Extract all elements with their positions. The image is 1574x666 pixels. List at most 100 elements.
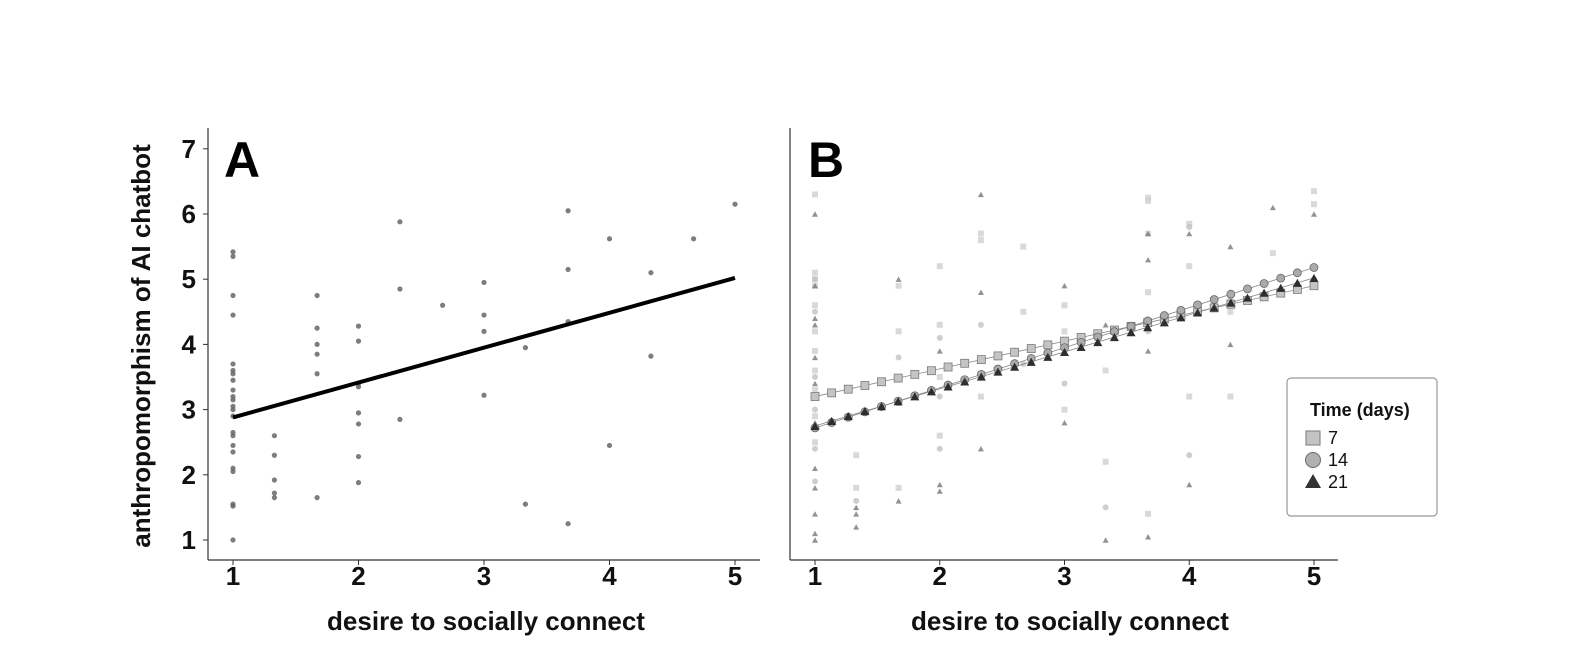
- panel-b-raw-point-circle: [1102, 504, 1109, 511]
- panel-b-trend-marker-circle: [1292, 268, 1302, 278]
- panel-b-trend-marker-square: [976, 355, 986, 365]
- panel-b-trend-marker-square: [860, 381, 870, 390]
- panel-b-raw-point-triangle: [853, 524, 860, 530]
- panel-b-raw-point-square: [936, 321, 943, 328]
- panel-b-raw-point-square: [812, 328, 818, 335]
- panel-b-raw-point-triangle: [853, 511, 860, 517]
- panel-a-data-point: [230, 403, 236, 409]
- panel-a-data-point: [230, 361, 236, 367]
- panel-b-x-tick-label: 3: [1057, 561, 1071, 591]
- panel-a-y-tick-label: 3: [182, 395, 196, 425]
- panel-b-trend-marker-circle: [1276, 273, 1286, 283]
- panel-a-data-point: [271, 490, 278, 496]
- panel-a-data-point: [355, 410, 362, 416]
- panel-b-trend-marker-triangle: [1076, 342, 1086, 352]
- panel-b-trend-marker-triangle: [1109, 333, 1119, 342]
- panel-a-y-ticks: 1 2 3 4 5 6 7: [182, 134, 208, 555]
- panel-b-trend-marker-triangle: [893, 397, 903, 406]
- panel-b-trend-marker-triangle: [926, 387, 936, 396]
- panel-b-x-tick-label: 4: [1182, 561, 1197, 591]
- panel-a-data-point: [314, 371, 320, 377]
- panel-a-y-tick-label: 6: [182, 199, 196, 229]
- panel-a-x-tick-label: 2: [351, 561, 365, 591]
- panel-a-y-axis-title: anthropomorphism of AI chatbot: [126, 144, 156, 548]
- panel-b-trend-marker-triangle: [1060, 347, 1069, 356]
- panel-b-trend-marker-triangle: [1209, 303, 1219, 312]
- panel-b-raw-point-square: [812, 269, 818, 276]
- panel-b-trend-marker-circle: [1309, 263, 1319, 272]
- panel-a-data-point: [397, 416, 403, 422]
- panel-b-trend-marker-triangle: [1226, 298, 1236, 307]
- panel-b-trend-marker-square: [1026, 344, 1036, 353]
- panel-b-trend-marker-triangle: [843, 411, 853, 421]
- panel-b-trend-lines: [810, 263, 1319, 433]
- panel-a-data-point: [230, 387, 236, 393]
- panel-a-x-tick-label: 1: [226, 561, 240, 591]
- panel-b-raw-point-square: [1145, 194, 1152, 201]
- panel-b-trend-marker-square: [893, 373, 903, 383]
- panel-a-data-point: [230, 253, 236, 259]
- panel-b-raw-point-triangle: [812, 485, 818, 491]
- panel-b-raw-point-triangle: [1186, 230, 1193, 237]
- panel-b-raw-point-triangle: [812, 322, 818, 328]
- panel-a-data-point: [314, 325, 320, 331]
- panel-b-trend-marker-square: [960, 358, 970, 368]
- panel-a-y-tick-label: 1: [182, 525, 196, 555]
- panel-b-raw-point-square: [1020, 308, 1027, 315]
- panel-b-trend-marker-triangle: [993, 367, 1003, 376]
- panel-b-trend-marker-circle: [1193, 300, 1202, 310]
- panel-b-raw-point-triangle: [1311, 211, 1317, 217]
- panel-b-raw-point-triangle: [812, 530, 818, 537]
- panel-a-data-point: [481, 279, 487, 286]
- panel-a-data-point: [732, 201, 738, 207]
- panel-b: 1 2 3 4 5 B desire to socially connect: [789, 128, 1338, 636]
- panel-b-raw-point-square: [812, 367, 818, 374]
- panel-b-trend-marker-circle: [1209, 295, 1219, 304]
- panel-b-raw-point-triangle: [895, 498, 902, 504]
- panel-b-raw-point-circle: [895, 354, 902, 361]
- panel-b-trend-marker-triangle: [1276, 283, 1286, 292]
- panel-b-trend-marker-triangle: [1292, 278, 1302, 287]
- panel-b-raw-point-square: [853, 452, 860, 459]
- panel-b-trend-marker-triangle: [1242, 293, 1252, 302]
- panel-b-raw-point-square: [853, 484, 860, 491]
- panel-b-trend-marker-triangle: [960, 377, 970, 386]
- panel-b-raw-point-square: [812, 387, 818, 394]
- panel-a-data-point: [230, 449, 236, 455]
- panel-a-fit-line-group: [232, 275, 736, 420]
- panel-b-raw-point-triangle: [936, 481, 943, 488]
- panel-b-raw-point-square: [1061, 302, 1068, 309]
- panel-b-x-tick-label: 5: [1307, 561, 1321, 591]
- panel-b-raw-point-square: [1186, 220, 1193, 227]
- panel-a-data-point: [355, 323, 362, 329]
- panel-a: 1 2 3 4 5 1 2 3 4 5 6 7 A desire to socially conne…: [126, 128, 760, 636]
- panel-a-data-point: [230, 377, 236, 383]
- panel-b-raw-point-circle: [936, 445, 943, 452]
- panel-b-trend-marker-triangle: [1159, 318, 1169, 327]
- panel-b-trend-marker-triangle: [976, 372, 986, 381]
- legend-label-21: 21: [1328, 472, 1348, 492]
- panel-b-raw-point-square: [1102, 458, 1109, 465]
- panel-b-raw-point-square: [1227, 308, 1234, 315]
- panel-b-raw-point-circle: [1186, 224, 1193, 231]
- panel-b-trend-marker-circle: [1243, 284, 1252, 294]
- panel-b-trend-marker-triangle: [810, 421, 820, 430]
- panel-a-data-point: [481, 392, 487, 398]
- panel-b-trend-marker-triangle: [1176, 313, 1186, 322]
- panel-a-x-tick-label: 4: [602, 561, 617, 591]
- panel-b-trend-marker-square: [993, 351, 1003, 361]
- panel-b-trend-marker-triangle: [1143, 323, 1153, 332]
- panel-b-raw-point-square: [1227, 393, 1234, 400]
- panel-a-y-tick-label: 2: [182, 460, 196, 490]
- panel-b-raw-point-square: [936, 374, 943, 380]
- panel-b-trend-marker-square: [810, 392, 820, 401]
- panel-b-trend-marker-triangle: [1309, 273, 1319, 282]
- panel-a-data-point: [565, 266, 571, 273]
- panel-a-y-tick-label: 7: [182, 134, 196, 164]
- panel-b-raw-point-triangle: [812, 283, 818, 289]
- panel-a-data-point: [606, 442, 613, 449]
- panel-b-x-tick-label: 1: [808, 561, 822, 591]
- panel-b-x-ticks: 1 2 3 4 5: [808, 560, 1321, 591]
- panel-b-raw-point-triangle: [812, 465, 818, 471]
- panel-a-data-point: [355, 421, 362, 427]
